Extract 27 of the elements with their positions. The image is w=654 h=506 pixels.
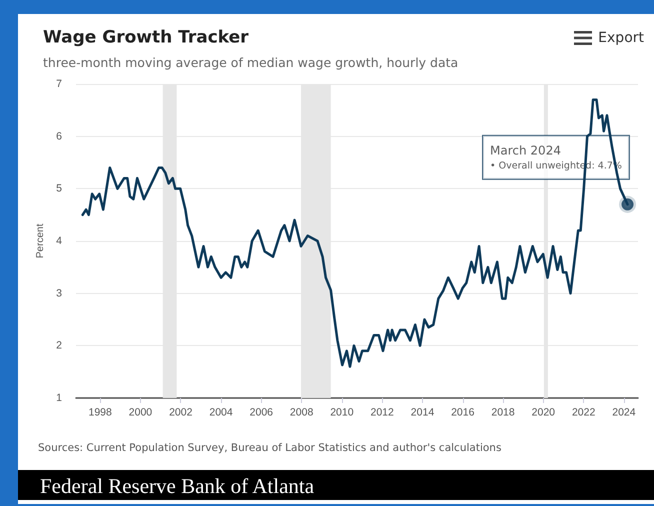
- x-tick-label: 2004: [209, 406, 233, 418]
- x-tick-label: 2006: [250, 406, 274, 418]
- x-tick-label: 2022: [572, 406, 596, 418]
- y-tick-label: 4: [56, 235, 62, 247]
- x-tick-label: 2010: [330, 406, 354, 418]
- source-note: Sources: Current Population Survey, Bureau of Labor Statistics and author's calculations: [38, 442, 502, 454]
- x-tick-label: 2024: [612, 406, 636, 418]
- y-tick-label: 6: [56, 130, 62, 142]
- x-tick-label: 2002: [169, 406, 193, 418]
- y-tick-label: 3: [56, 287, 62, 300]
- y-axis-title: Percent: [34, 224, 46, 258]
- y-tick-label: 1: [56, 392, 62, 404]
- x-tick-label: 2014: [410, 406, 434, 418]
- x-tick-label: 2020: [532, 406, 556, 418]
- x-tick-label: 2018: [491, 406, 515, 418]
- y-tick-label: 2: [56, 340, 62, 352]
- chart-subtitle: three-month moving average of median wage growth, hourly data: [43, 55, 458, 70]
- chart-title: Wage Growth Tracker: [43, 28, 250, 48]
- y-tick-label: 7: [56, 78, 62, 90]
- y-tick-label: 5: [56, 182, 62, 195]
- x-tick-label: 2012: [370, 406, 394, 418]
- text: Export: [598, 30, 644, 46]
- x-tick-label: 1998: [88, 406, 112, 418]
- x-tick-label: 2016: [451, 406, 475, 418]
- text: Federal Reserve Bank of Atlanta: [40, 474, 314, 499]
- x-tick-label: 2008: [290, 406, 314, 418]
- x-tick-label: 2000: [128, 406, 152, 418]
